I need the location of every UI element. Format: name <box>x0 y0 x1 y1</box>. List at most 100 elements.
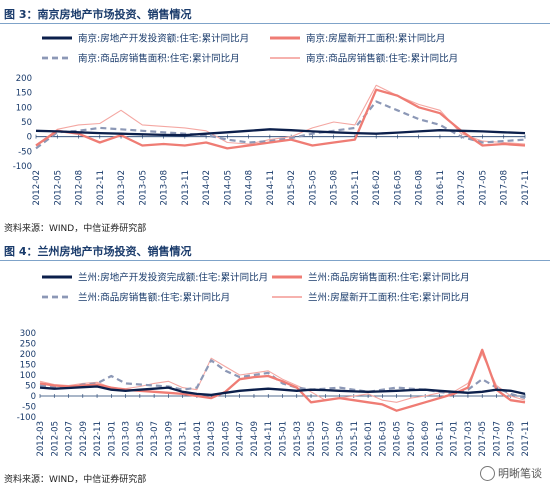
chart1-xtick-5: 2013-05 <box>138 170 148 206</box>
chart2-source: 资料来源：WIND，中信证券研究部 <box>4 475 147 485</box>
chart1-xtick-15: 2015-11 <box>351 170 361 206</box>
chart2-xtick-25: 2016-05 <box>393 421 403 457</box>
chart2-xtick-17: 2015-01 <box>279 421 289 457</box>
chart2-xtick-26: 2016-07 <box>407 421 417 457</box>
chart1-xtick-16: 2016-02 <box>372 170 382 206</box>
chart1-xtick-9: 2014-05 <box>223 170 233 206</box>
chart2-xtick-16: 2014-11 <box>264 421 274 457</box>
chart2-xtick-34: 2017-11 <box>521 421 531 457</box>
chart2-ytick-1: -50 <box>22 403 36 413</box>
chart1-xtick-3: 2012-11 <box>96 170 106 206</box>
chart1-xtick-17: 2016-05 <box>393 170 403 206</box>
chart1-ytick-4: 100 <box>16 103 32 113</box>
chart1-ytick-0: -100 <box>13 162 32 172</box>
watermark-text: 明晰笔谈 <box>498 466 542 480</box>
chart2-legend-label-2: 兰州:商品房销售额:住宅:累计同比月 <box>78 292 230 304</box>
chart1-svg: 南京:房地产开发投资额:住宅:累计同比月 南京:房屋新开工面积:累计同比月南京:商… <box>13 33 531 206</box>
chart2-xtick-14: 2014-07 <box>236 421 246 457</box>
chart2-ytick-8: 300 <box>20 329 36 339</box>
chart2-xtick-4: 2012-11 <box>93 421 103 457</box>
chart2-xtick-31: 2017-05 <box>478 421 488 457</box>
chart2-xtick-12: 2014-03 <box>207 421 217 457</box>
chart1-xtick-10: 2014-08 <box>245 170 255 206</box>
chart2-ytick-0: -100 <box>17 413 36 423</box>
chart2-xtick-3: 2012-09 <box>79 421 89 457</box>
chart2-xtick-2: 2012-07 <box>65 421 75 457</box>
chart2-ytick-5: 150 <box>20 361 36 371</box>
chart2-xtick-6: 2013-03 <box>122 421 132 457</box>
watermark: 明晰笔谈 <box>480 465 542 481</box>
chart2-ytick-2: 0 <box>31 392 36 402</box>
chart2-legend-label-0: 兰州:房地产开发投资完成额:住宅:累计同比月 <box>78 272 268 284</box>
chart1-xtick-22: 2017-08 <box>500 170 510 206</box>
chart1-legend-label-1: 南京:房屋新开工面积:累计同比月 <box>306 33 445 45</box>
chart2-ytick-3: 50 <box>25 382 36 392</box>
chart1-legend-label-0: 南京:房地产开发投资额:住宅:累计同比月 <box>78 33 249 45</box>
chart1-xtick-23: 2017-11 <box>521 170 531 206</box>
chart1-ytick-5: 150 <box>16 89 32 99</box>
chart1-xtick-20: 2017-02 <box>457 170 467 206</box>
chart1-xtick-21: 2017-05 <box>478 170 488 206</box>
chart2-series-1 <box>39 348 526 412</box>
wechat-icon <box>480 466 495 481</box>
chart2-ytick-4: 100 <box>20 371 36 381</box>
chart2-xtick-19: 2015-05 <box>307 421 317 457</box>
chart2-xtick-33: 2017-09 <box>507 421 517 457</box>
chart1-xtick-13: 2015-05 <box>308 170 318 206</box>
chart1-xtick-4: 2013-02 <box>117 170 127 206</box>
chart2-ytick-7: 250 <box>20 340 36 350</box>
chart1-title: 图 3：南京房地产市场投资、销售情况 <box>4 8 192 21</box>
chart1-series-0 <box>35 128 526 137</box>
chart2-xtick-0: 2012-03 <box>36 421 46 457</box>
chart2-ytick-6: 200 <box>20 350 36 360</box>
chart2-xtick-1: 2012-05 <box>50 421 60 457</box>
chart2-xtick-7: 2013-05 <box>136 421 146 457</box>
chart1-xtick-7: 2013-11 <box>181 170 191 206</box>
chart2-legend-label-3: 兰州:房屋新开工面积:住宅:累计同比月 <box>308 292 470 304</box>
chart2-xtick-9: 2013-09 <box>164 421 174 457</box>
chart1-title-rule <box>0 23 550 24</box>
chart2-xtick-23: 2016-01 <box>364 421 374 457</box>
chart2-xtick-15: 2014-09 <box>250 421 260 457</box>
chart2-xtick-13: 2014-05 <box>221 421 231 457</box>
chart1-ytick-2: 0 <box>27 133 32 143</box>
chart1-xtick-6: 2013-08 <box>160 170 170 206</box>
chart2-svg: 兰州:房地产开发投资完成额:住宅:累计同比月 兰州:商品房销售面积:住宅:累计同比… <box>17 272 531 457</box>
chart2-xtick-11: 2014-01 <box>193 421 203 457</box>
chart2-xtick-18: 2015-03 <box>293 421 303 457</box>
chart2-title-rule <box>0 260 550 261</box>
chart2-xtick-27: 2016-09 <box>421 421 431 457</box>
chart2-xtick-29: 2017-01 <box>450 421 460 457</box>
chart1-xtick-12: 2015-02 <box>287 170 297 206</box>
chart1-ytick-6: 200 <box>16 74 32 84</box>
chart2-xtick-21: 2015-09 <box>336 421 346 457</box>
chart2-xtick-20: 2015-07 <box>321 421 331 457</box>
chart2-xtick-5: 2013-01 <box>107 421 117 457</box>
chart2-legend-label-1: 兰州:商品房销售面积:住宅:累计同比月 <box>308 272 470 284</box>
chart1-xtick-11: 2014-11 <box>266 170 276 206</box>
chart2-xtick-32: 2017-07 <box>492 421 502 457</box>
chart2-xtick-30: 2017-03 <box>464 421 474 457</box>
chart1-xtick-19: 2016-11 <box>436 170 446 206</box>
chart1-xtick-2: 2012-08 <box>75 170 85 206</box>
chart2-xtick-24: 2016-03 <box>378 421 388 457</box>
chart1-source: 资料来源：WIND，中信证券研究部 <box>4 224 147 234</box>
chart1-xtick-1: 2012-05 <box>53 170 63 206</box>
chart2-title: 图 4：兰州房地产市场投资、销售情况 <box>4 245 192 258</box>
chart1-xtick-14: 2015-08 <box>330 170 340 206</box>
chart2-series-0 <box>39 385 526 397</box>
chart1-ytick-3: 50 <box>21 118 32 128</box>
chart2-series-2 <box>39 359 526 400</box>
chart2-xtick-22: 2015-11 <box>350 421 360 457</box>
chart1-ytick-1: -50 <box>18 147 32 157</box>
chart1-series-2 <box>35 100 526 150</box>
chart1-legend-label-3: 南京:商品房销售额:住宅:累计同比月 <box>306 53 458 65</box>
chart1-xtick-18: 2016-08 <box>415 170 425 206</box>
chart2-xtick-8: 2013-07 <box>150 421 160 457</box>
chart2-xtick-10: 2013-11 <box>179 421 189 457</box>
chart2-xtick-28: 2016-11 <box>435 421 445 457</box>
chart1-xtick-8: 2014-02 <box>202 170 212 206</box>
chart1-xtick-0: 2012-02 <box>32 170 42 206</box>
chart1-legend-label-2: 南京:商品房销售面积:住宅:累计同比月 <box>78 53 240 65</box>
chart1-series-3 <box>35 84 526 146</box>
